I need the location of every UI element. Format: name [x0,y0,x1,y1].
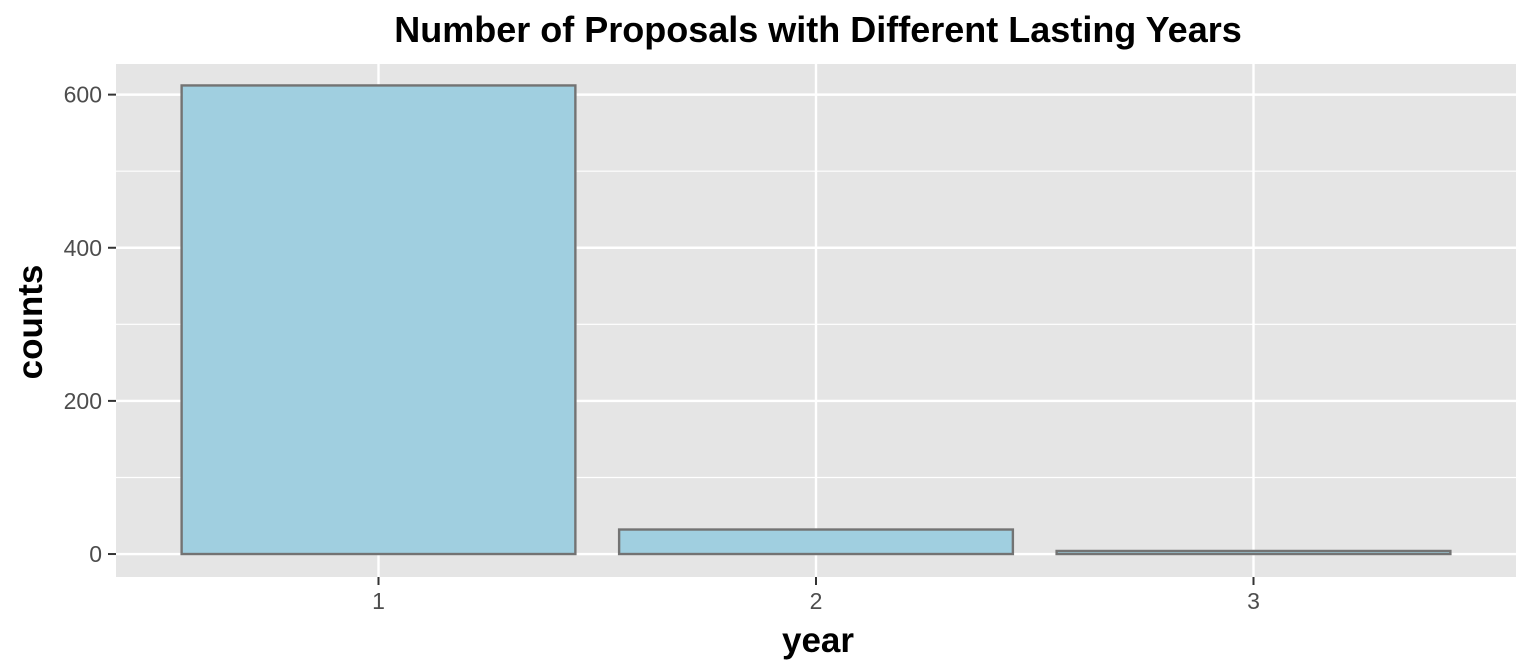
bar-1 [180,84,577,556]
y-tick-label: 400 [64,235,102,261]
y-axis: 0 200 400 600 [64,82,116,567]
y-tick-label: 0 [89,541,102,567]
bar-2 [617,528,1015,556]
bar-3 [1055,549,1452,556]
x-tick-label: 3 [1247,588,1260,614]
x-tick-label: 2 [810,588,823,614]
y-tick-label: 600 [64,82,102,108]
x-tick-label: 1 [372,588,385,614]
x-axis: 1 2 3 [372,577,1260,614]
bars [180,84,1452,556]
x-axis-title: year [782,621,854,660]
chart-title: Number of Proposals with Different Lasti… [394,9,1242,50]
y-tick-label: 200 [64,388,102,414]
y-axis-title: counts [11,265,50,380]
